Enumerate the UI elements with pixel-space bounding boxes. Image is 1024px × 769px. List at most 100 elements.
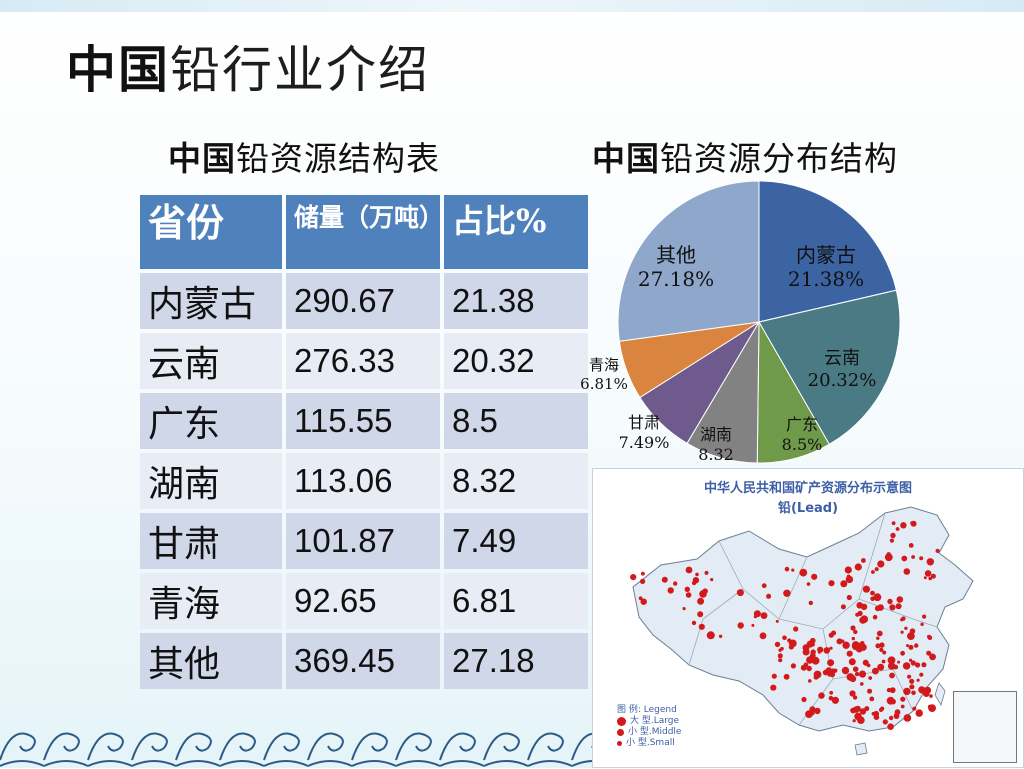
cell-reserve: 92.65 [286, 573, 440, 629]
deposit-dot [829, 690, 834, 695]
pie-label-value: 21.38% [788, 267, 864, 291]
table-row: 青海 92.65 6.81 [140, 573, 588, 629]
deposit-dot [889, 687, 896, 694]
deposit-dot [872, 614, 878, 620]
deposit-dot [784, 566, 790, 572]
cell-province: 内蒙古 [140, 273, 282, 329]
deposit-dot [857, 716, 865, 724]
deposit-dot [810, 711, 815, 716]
deposit-dot [852, 666, 859, 672]
deposit-dot [912, 706, 917, 711]
deposit-dot [852, 719, 856, 723]
deposit-dot [911, 690, 916, 696]
deposit-dot [922, 614, 927, 619]
deposit-dot [852, 695, 858, 700]
deposit-dot [881, 659, 886, 664]
deposit-dot [829, 646, 833, 650]
cell-share: 27.18 [444, 633, 588, 689]
pie-title: 中国铅资源分布结构 [592, 136, 898, 182]
map-legend: 图 例: Legend 大 型.Large 小 型.Middle 小 型.Sma… [617, 705, 681, 749]
wave-curl [263, 732, 309, 767]
deposit-dot [909, 678, 915, 684]
deposit-dot [903, 687, 911, 696]
pie-label-name: 内蒙古 [796, 243, 856, 267]
deposit-dot [908, 644, 914, 650]
deposit-dot [897, 660, 901, 664]
deposit-dot [630, 574, 637, 581]
deposit-dot [895, 527, 900, 531]
deposit-dot [737, 622, 744, 629]
deposit-dot [799, 568, 808, 577]
deposit-dot [850, 707, 856, 714]
deposit-dot [828, 695, 834, 701]
deposit-dot [919, 556, 924, 561]
pie-label-name: 青海 [589, 356, 619, 374]
deposit-dot [823, 647, 831, 654]
deposit-dot [871, 570, 875, 574]
deposit-dot [887, 662, 896, 670]
deposit-dot [867, 688, 873, 694]
taiwan-island [934, 682, 946, 706]
deposit-dot [827, 673, 831, 677]
deposit-dot [698, 623, 705, 630]
deposit-dot [846, 673, 855, 681]
wave-pattern-decor [0, 732, 592, 767]
deposit-dot [856, 602, 863, 609]
lead-resource-table: 省份 储量（万吨） 占比% 内蒙古 290.67 21.38 云南 276.33… [136, 191, 592, 693]
cell-reserve: 113.06 [286, 453, 440, 509]
middle-dot-icon [617, 729, 624, 736]
deposit-dot [915, 709, 923, 717]
deposit-dot [887, 723, 894, 730]
deposit-dot [684, 586, 690, 592]
lead-distribution-map: 中华人民共和国矿产资源分布示意图 铅(Lead) 图 例: Legend 大 型… [592, 468, 1024, 768]
deposit-dot [685, 566, 693, 574]
deposit-dot [828, 580, 835, 587]
deposit-dot [780, 646, 784, 651]
deposit-dot [900, 630, 904, 634]
deposit-dot [928, 576, 932, 581]
deposit-dot [836, 638, 843, 645]
legend-small-label: 小 型.Small [626, 738, 675, 748]
table-title-rest: 铅资源结构表 [236, 139, 440, 178]
deposit-dot [895, 603, 902, 610]
deposit-dot [846, 650, 853, 657]
deposit-dot [846, 574, 851, 579]
deposit-dot [873, 710, 880, 717]
pie-slice-2 [758, 289, 901, 445]
table-row: 广东 115.55 8.5 [140, 393, 588, 449]
deposit-dot [915, 662, 921, 668]
wave-curl [439, 732, 485, 767]
deposit-dot [893, 713, 900, 719]
map-subtitle: 铅(Lead) [777, 501, 839, 516]
wave-curl [0, 732, 45, 767]
deposit-dot [888, 715, 894, 721]
deposit-dot [753, 615, 757, 619]
deposit-dot [831, 630, 837, 636]
pie-label-value: 7.49% [619, 433, 670, 452]
deposit-dot [924, 570, 932, 577]
deposit-dot [930, 573, 936, 579]
deposit-dot [900, 696, 906, 702]
deposit-dot [887, 656, 896, 665]
deposit-dot [846, 594, 852, 601]
slide-title-rest: 铅行业介绍 [170, 41, 430, 99]
deposit-dot [695, 572, 699, 577]
deposit-dot [827, 659, 835, 667]
deposit-dot [903, 568, 911, 575]
deposit-dot [876, 630, 883, 637]
south-china-sea-inset [953, 691, 1017, 763]
deposit-dot [851, 641, 860, 649]
deposit-dot [840, 604, 846, 610]
deposit-dot [861, 558, 866, 563]
deposit-dot [921, 662, 927, 668]
deposit-dot [864, 706, 870, 712]
header-province: 省份 [140, 195, 282, 269]
deposit-dot [872, 667, 879, 675]
deposit-dot [811, 656, 820, 665]
cell-province: 湖南 [140, 453, 282, 509]
deposit-dot [887, 598, 893, 605]
deposit-dot [697, 597, 705, 605]
cell-province: 广东 [140, 393, 282, 449]
deposit-dot [874, 605, 881, 612]
